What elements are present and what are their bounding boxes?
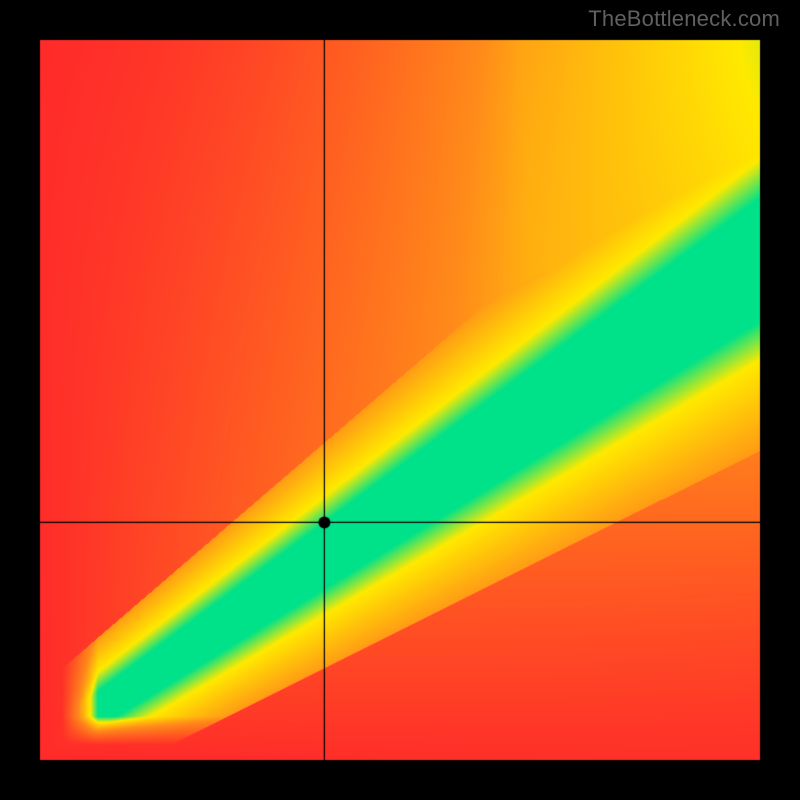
bottleneck-heatmap-canvas — [0, 0, 800, 800]
watermark-text: TheBottleneck.com — [588, 6, 780, 32]
chart-container: TheBottleneck.com — [0, 0, 800, 800]
